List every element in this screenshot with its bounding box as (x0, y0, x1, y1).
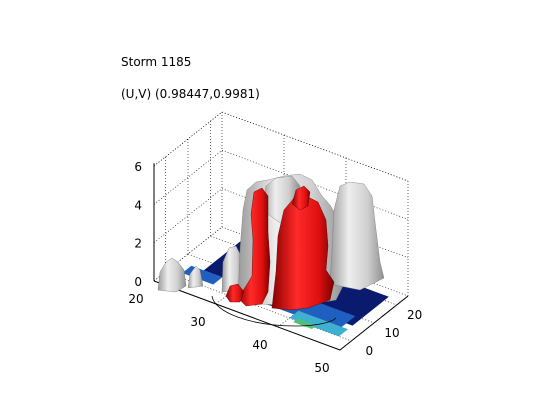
z-tick-label: 4 (134, 198, 142, 212)
axis-lines (153, 163, 409, 351)
gray-cell-left (157, 257, 187, 293)
tick-labels: 20 30 40 50 0 10 20 0 2 4 6 (128, 160, 422, 375)
grid-line (153, 188, 223, 243)
y-tick-label: 20 (407, 308, 422, 322)
base-contour (211, 295, 337, 327)
chart-subtitle: (U,V) (0.98447,0.9981) (121, 87, 260, 101)
inner-isosurface (225, 185, 335, 311)
floor-patch (293, 318, 317, 329)
z-tick-label: 0 (134, 275, 142, 289)
red-core-left (237, 187, 271, 307)
y-tick-label: 0 (366, 344, 374, 358)
grid-line (153, 150, 223, 205)
z-tick-label: 2 (134, 237, 142, 251)
red-core-top (291, 185, 311, 211)
red-core-main (271, 195, 335, 311)
red-core-low (225, 283, 245, 303)
x-tick-label: 50 (314, 361, 329, 375)
gray-cell-small (187, 265, 204, 289)
gray-cell-right (329, 181, 385, 291)
chart-title: Storm 1185 (121, 55, 192, 69)
y-tick-label: 10 (384, 326, 399, 340)
outer-isosurface (157, 173, 385, 307)
grid-line (153, 111, 223, 167)
grid-line (221, 111, 409, 182)
x-axis-line (153, 280, 341, 351)
x-tick-label: 20 (128, 292, 143, 306)
z-tick-label: 6 (134, 160, 142, 174)
floor-patch (289, 310, 348, 337)
floor-patch (182, 265, 223, 285)
x-tick-label: 30 (190, 315, 205, 329)
x-tick-label: 40 (252, 338, 267, 352)
y-axis-line (339, 295, 409, 351)
